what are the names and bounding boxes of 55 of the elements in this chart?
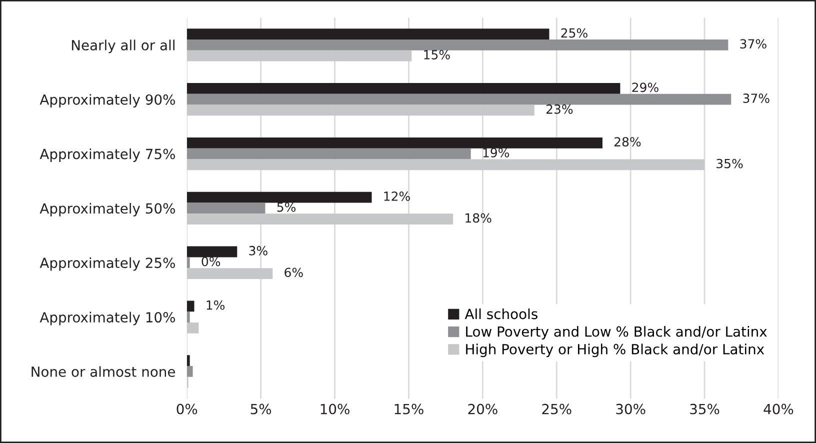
legend-label: All schools xyxy=(464,308,538,320)
bar xyxy=(186,83,620,94)
bar xyxy=(186,246,238,258)
x-tick-label: 5% xyxy=(250,404,272,414)
data-label: 12% xyxy=(384,191,410,201)
x-tick-label: 15% xyxy=(394,404,424,414)
legend-label: Low Poverty and Low % Black and/or Latinx xyxy=(466,326,767,340)
data-label: 0% xyxy=(202,256,220,266)
bar xyxy=(186,366,193,377)
bar xyxy=(186,104,534,116)
data-label: 28% xyxy=(614,137,641,147)
data-label: 37% xyxy=(740,39,766,49)
y-tick-label: Approximately 75% xyxy=(40,148,175,162)
bar xyxy=(186,268,273,279)
data-label: 19% xyxy=(483,148,510,158)
bar xyxy=(186,322,199,334)
x-tick-label: 35% xyxy=(690,404,720,414)
data-label: 1% xyxy=(206,300,225,310)
bar xyxy=(186,94,732,105)
data-label: 37% xyxy=(743,94,770,103)
data-label: 6% xyxy=(284,268,303,278)
y-tick-label: None or almost none xyxy=(32,366,176,377)
bar xyxy=(186,214,454,225)
data-label: 3% xyxy=(249,246,268,256)
y-tick-label: Approximately 10% xyxy=(40,312,175,326)
y-tick-label: Approximately 90% xyxy=(40,94,175,108)
bar xyxy=(186,159,705,170)
bar xyxy=(186,202,266,214)
data-label: 25% xyxy=(561,28,588,38)
bar xyxy=(186,192,372,203)
y-tick-label: Nearly all or all xyxy=(72,40,174,54)
data-label: 23% xyxy=(546,104,573,114)
bar xyxy=(186,312,190,323)
bar xyxy=(186,50,412,62)
data-label: 18% xyxy=(466,213,492,223)
data-label: 15% xyxy=(424,50,450,60)
data-label: 35% xyxy=(716,158,743,168)
data-label: 5% xyxy=(277,202,296,212)
bar xyxy=(186,28,550,40)
y-tick-label: Approximately 50% xyxy=(40,202,175,216)
x-tick-label: 10% xyxy=(320,404,350,414)
legend-label: High Poverty or High % Black and/or Latinx xyxy=(466,344,764,358)
bar xyxy=(186,257,190,268)
data-label: 29% xyxy=(632,82,658,92)
bar xyxy=(186,137,602,148)
x-tick-label: 0% xyxy=(176,404,198,414)
x-tick-label: 40% xyxy=(764,404,794,414)
y-tick-label: Approximately 25% xyxy=(40,257,175,271)
x-tick-label: 30% xyxy=(616,404,646,414)
x-tick-label: 25% xyxy=(542,404,572,414)
bar xyxy=(186,355,190,366)
bar xyxy=(186,300,194,312)
bar xyxy=(186,39,728,50)
x-tick-label: 20% xyxy=(468,404,498,414)
bar xyxy=(186,148,471,160)
